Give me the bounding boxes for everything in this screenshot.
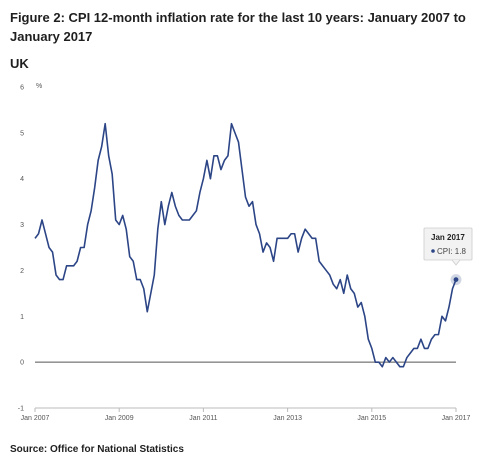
series-line-cpi xyxy=(34,122,457,368)
highlight-marker[interactable] xyxy=(453,277,459,282)
tooltip: Jan 2017 CPI: 1.8 xyxy=(423,227,473,266)
y-tick-label: 0 xyxy=(20,360,24,367)
y-tick-label: 4 xyxy=(20,176,24,183)
x-tick-label: Jan 2017 xyxy=(442,415,471,422)
y-tick-label: 2 xyxy=(20,268,24,275)
y-tick-label: 5 xyxy=(20,130,24,137)
x-tick-label: Jan 2011 xyxy=(189,415,217,422)
chart-subtitle: UK xyxy=(10,56,29,71)
y-tick-label: -1 xyxy=(18,406,24,413)
y-tick-label: 1 xyxy=(20,314,24,321)
x-tick-label: Jan 2013 xyxy=(273,415,302,422)
tooltip-value: CPI: 1.8 xyxy=(437,247,466,256)
x-axis: Jan 2007 Jan 2009 Jan 2011 Jan 2013 Jan 2015… xyxy=(21,407,471,422)
y-axis-ticks: 6 5 4 3 2 1 0 -1 xyxy=(18,85,24,413)
x-tick-label: Jan 2007 xyxy=(21,415,50,422)
chart-title: Figure 2: CPI 12-month inflation rate fo… xyxy=(10,10,466,44)
x-tick-label: Jan 2009 xyxy=(105,415,134,422)
tooltip-box xyxy=(423,227,473,261)
x-tick-label: Jan 2015 xyxy=(357,415,386,422)
y-tick-label: 6 xyxy=(20,85,24,92)
y-axis-unit-label: % xyxy=(36,83,42,90)
highlight-point[interactable] xyxy=(450,274,462,286)
source-note: Source: Office for National Statistics xyxy=(10,444,184,455)
tooltip-title: Jan 2017 xyxy=(431,233,465,242)
tooltip-legend-marker xyxy=(431,249,435,253)
y-tick-label: 3 xyxy=(20,222,24,229)
tooltip-pointer xyxy=(451,259,461,266)
